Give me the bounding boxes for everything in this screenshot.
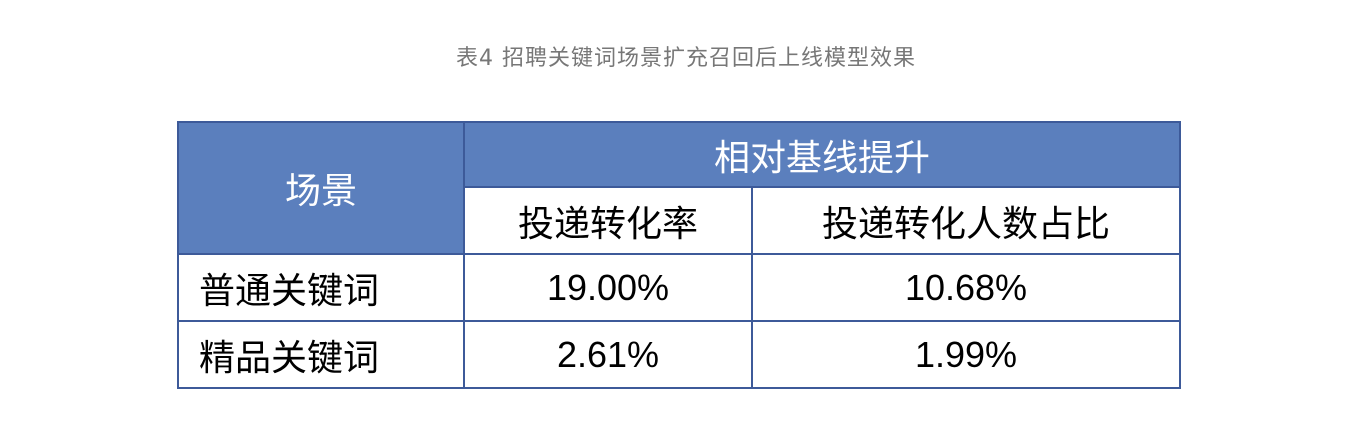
table-cell: 10.68% xyxy=(750,253,1182,322)
header-row-1: 场景 相对基线提升 xyxy=(177,121,1182,255)
header-row-2: 投递转化率 投递转化人数占比 xyxy=(178,186,1182,255)
row-label: 精品关键词 xyxy=(177,320,465,389)
column-header-conversion-rate: 投递转化率 xyxy=(463,186,753,255)
row-label: 普通关键词 xyxy=(177,253,465,322)
group-header: 相对基线提升 xyxy=(462,121,1182,188)
table-caption: 表4 招聘关键词场景扩充召回后上线模型效果 xyxy=(456,46,916,71)
column-header-conversion-share: 投递转化人数占比 xyxy=(750,186,1182,255)
scene-header: 场景 xyxy=(177,121,465,255)
table-cell: 1.99% xyxy=(750,320,1182,389)
table-cell: 19.00% xyxy=(463,253,753,322)
result-table: 场景 相对基线提升 投递转化率 投递转化人数占比 普通关键词 19.00% 10… xyxy=(177,121,1182,389)
table-row: 精品关键词 2.61% 1.99% xyxy=(177,320,1182,389)
table-cell: 2.61% xyxy=(463,320,753,389)
table-row: 普通关键词 19.00% 10.68% xyxy=(177,253,1182,322)
